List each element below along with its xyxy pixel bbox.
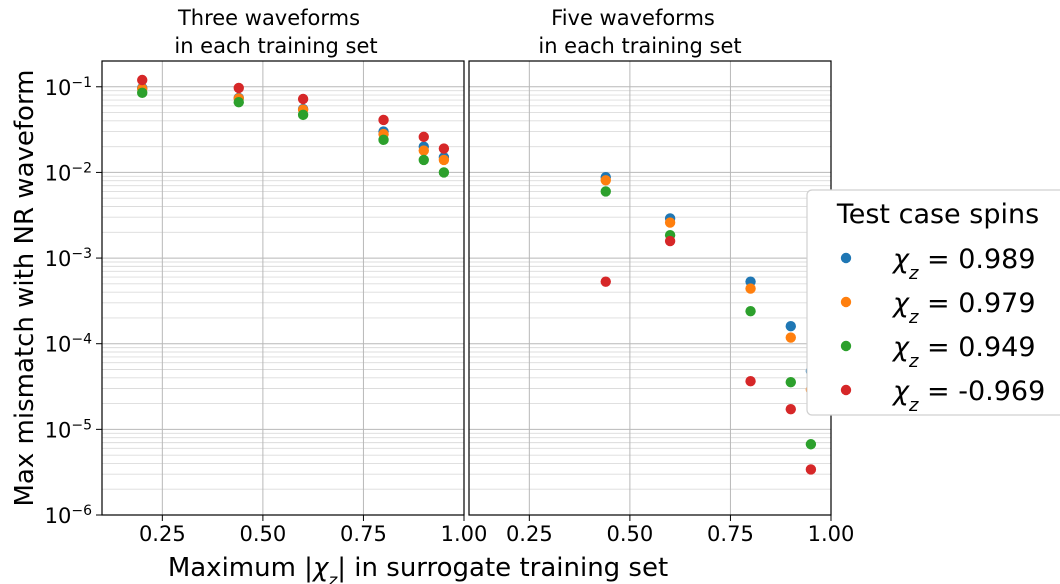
x-axis-label-suffix: | in surrogate training set (337, 553, 668, 583)
left-points (137, 74, 450, 178)
data-point (664, 217, 676, 228)
legend-entry-label: χz = 0.989 (891, 244, 1036, 284)
left-axes-frame (101, 60, 465, 516)
data-point (745, 375, 756, 387)
data-point (785, 332, 796, 343)
data-point (438, 143, 450, 154)
data-point (805, 464, 817, 475)
x-axis-label-chi: χ (311, 553, 330, 583)
y-tick-label: 10−5 (45, 417, 92, 442)
x-tick-label: 0.25 (506, 522, 553, 546)
data-point (297, 93, 309, 105)
legend-entry-label: χz = 0.949 (891, 332, 1036, 372)
data-point (664, 235, 676, 247)
data-point (438, 154, 450, 166)
right-title-line2: in each training set (538, 34, 741, 58)
data-point (785, 321, 796, 332)
data-point (137, 74, 148, 86)
y-tick-label: 10−3 (45, 246, 92, 271)
x-tick-label: 0.25 (139, 522, 186, 546)
left-title-line1: Three waveforms (177, 6, 360, 30)
right-axes-frame (468, 60, 832, 516)
left-x-ticks: 0.25 0.50 0.75 1.00 (139, 515, 487, 546)
legend-title: Test case spins (836, 199, 1039, 230)
y-axis-label: Max mismatch with NR waveform (10, 69, 40, 506)
right-title-line1: Five waveforms (551, 6, 715, 30)
data-point (805, 439, 817, 450)
legend-entry-label: χz = -0.969 (891, 376, 1045, 416)
data-point (745, 283, 756, 294)
data-point (378, 134, 389, 146)
left-panel: Three waveforms in each training set 0.2… (45, 6, 488, 546)
data-point (785, 377, 796, 388)
x-tick-label: 0.50 (607, 522, 654, 546)
data-point (785, 403, 796, 415)
left-grid (102, 60, 465, 516)
y-tick-label: 10−1 (45, 75, 92, 100)
x-axis-label-subscript: z (327, 571, 338, 584)
data-point (233, 97, 244, 108)
x-tick-label: 1.00 (441, 522, 488, 546)
right-panel: Five waveforms in each training set 0.25… (468, 6, 854, 546)
data-point (297, 109, 309, 121)
x-tick-label: 0.75 (707, 522, 754, 546)
data-point (600, 276, 611, 287)
data-point (137, 87, 148, 99)
data-point (418, 154, 429, 166)
legend-marker (840, 296, 852, 308)
right-grid (469, 60, 832, 516)
x-tick-label: 1.00 (808, 522, 855, 546)
data-point (418, 131, 429, 143)
legend-entry-label: χz = 0.979 (891, 288, 1036, 328)
legend-marker (840, 340, 852, 352)
y-tick-label: 10−6 (45, 503, 92, 528)
right-x-ticks: 0.25 0.50 0.75 1.00 (506, 515, 854, 546)
x-tick-label: 0.50 (240, 522, 287, 546)
x-axis-label-prefix: Maximum | (168, 553, 313, 583)
data-point (745, 305, 756, 317)
data-point (233, 82, 244, 94)
data-point (438, 167, 450, 178)
data-point (600, 175, 611, 186)
legend-box (806, 189, 1060, 416)
left-title-line2: in each training set (174, 34, 377, 58)
y-tick-label: 10−2 (45, 160, 92, 185)
legend-marker (840, 384, 852, 396)
left-y-ticks: 10−6 10−5 10−4 10−3 10−2 10−1 (45, 75, 102, 528)
data-point (418, 145, 429, 156)
data-point (600, 186, 611, 197)
legend-marker (840, 252, 852, 264)
x-axis-label: Maximum |χz| in surrogate training set (168, 553, 668, 584)
x-tick-label: 0.75 (340, 522, 387, 546)
y-tick-label: 10−4 (45, 332, 92, 357)
data-point (378, 114, 389, 126)
